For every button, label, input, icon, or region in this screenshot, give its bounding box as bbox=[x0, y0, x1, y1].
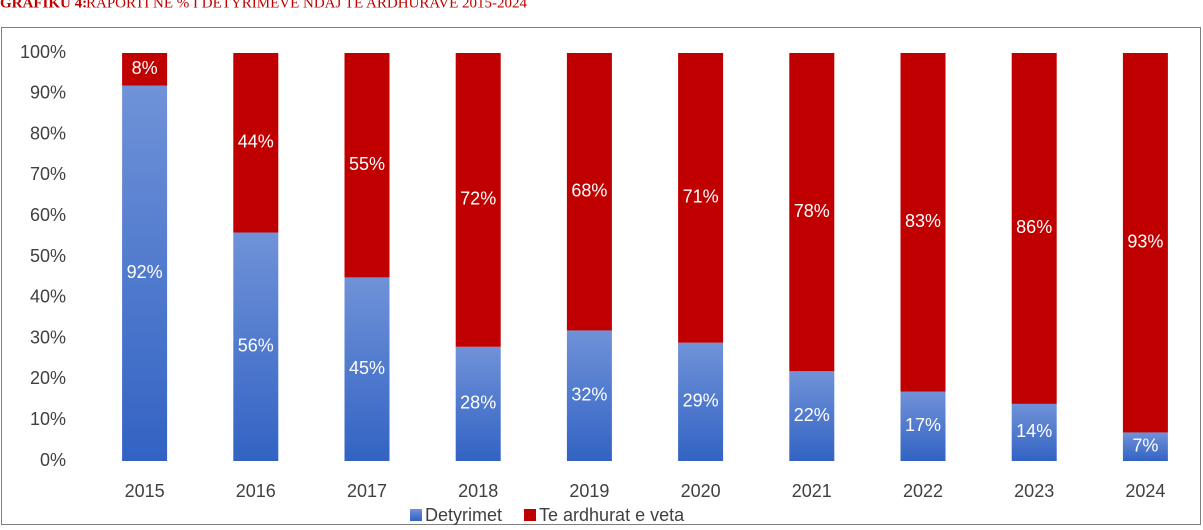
data-label: 86% bbox=[1016, 217, 1052, 237]
data-label: 71% bbox=[683, 187, 719, 207]
title-prefix: GRAFIKU 4: bbox=[0, 0, 87, 11]
data-label: 29% bbox=[683, 391, 719, 411]
y-tick-label: 50% bbox=[30, 246, 66, 266]
data-label: 14% bbox=[1016, 421, 1052, 441]
x-tick-label: 2023 bbox=[1014, 481, 1054, 501]
bar-segment bbox=[122, 53, 168, 86]
x-tick-label: 2015 bbox=[125, 481, 165, 501]
bar-segment bbox=[678, 342, 724, 461]
x-tick-label: 2020 bbox=[681, 481, 721, 501]
y-tick-label: 0% bbox=[40, 450, 66, 470]
bar-segment bbox=[455, 346, 501, 461]
bar-segment bbox=[900, 53, 946, 392]
data-label: 83% bbox=[905, 211, 941, 231]
bar-segment bbox=[344, 53, 390, 278]
bar-segment bbox=[789, 53, 835, 372]
data-label: 55% bbox=[349, 154, 385, 174]
y-tick-label: 100% bbox=[20, 42, 66, 62]
bar-segment bbox=[122, 85, 168, 461]
bar-segment bbox=[566, 330, 612, 461]
bar-segment bbox=[1122, 53, 1168, 433]
x-tick-label: 2024 bbox=[1125, 481, 1165, 501]
legend-swatch bbox=[524, 509, 537, 521]
y-tick-label: 30% bbox=[30, 327, 66, 347]
data-label: 56% bbox=[238, 336, 274, 356]
y-tick-label: 20% bbox=[30, 368, 66, 388]
bar-segment bbox=[233, 232, 279, 461]
x-tick-label: 2019 bbox=[569, 481, 609, 501]
data-label: 22% bbox=[794, 405, 830, 425]
data-label: 7% bbox=[1132, 435, 1158, 455]
x-tick-label: 2016 bbox=[236, 481, 276, 501]
x-tick-label: 2018 bbox=[458, 481, 498, 501]
y-tick-label: 10% bbox=[30, 409, 66, 429]
y-tick-label: 60% bbox=[30, 205, 66, 225]
legend-label: Te ardhurat e veta bbox=[539, 505, 685, 525]
data-label: 78% bbox=[794, 201, 830, 221]
bar-segment bbox=[344, 277, 390, 461]
data-label: 92% bbox=[127, 262, 163, 282]
x-tick-label: 2021 bbox=[792, 481, 832, 501]
data-label: 45% bbox=[349, 358, 385, 378]
bar-segment bbox=[678, 53, 724, 343]
data-label: 44% bbox=[238, 132, 274, 152]
bar-segment bbox=[566, 53, 612, 331]
chart-title: RAPORTI NË % I DETYRIMEVE NDAJ TË ARDHUR… bbox=[86, 0, 528, 11]
data-label: 72% bbox=[460, 189, 496, 209]
legend-swatch bbox=[410, 509, 422, 521]
bar-segment bbox=[900, 391, 946, 461]
bar-segment bbox=[1011, 403, 1057, 461]
y-tick-label: 80% bbox=[30, 123, 66, 143]
bar-segment bbox=[1011, 53, 1057, 404]
data-label: 28% bbox=[460, 393, 496, 413]
y-tick-label: 70% bbox=[30, 164, 66, 184]
bar-segment bbox=[1122, 432, 1168, 461]
x-tick-label: 2017 bbox=[347, 481, 387, 501]
data-label: 32% bbox=[571, 384, 607, 404]
x-tick-label: 2022 bbox=[903, 481, 943, 501]
y-tick-label: 40% bbox=[30, 287, 66, 307]
data-label: 17% bbox=[905, 415, 941, 435]
data-label: 93% bbox=[1127, 231, 1163, 251]
bar-segment bbox=[789, 371, 835, 461]
data-label: 68% bbox=[571, 180, 607, 200]
bar-segment bbox=[455, 53, 501, 347]
data-label: 8% bbox=[132, 58, 158, 78]
bar-segment bbox=[233, 53, 279, 233]
y-tick-label: 90% bbox=[30, 83, 66, 103]
legend-label: Detyrimet bbox=[425, 505, 502, 525]
